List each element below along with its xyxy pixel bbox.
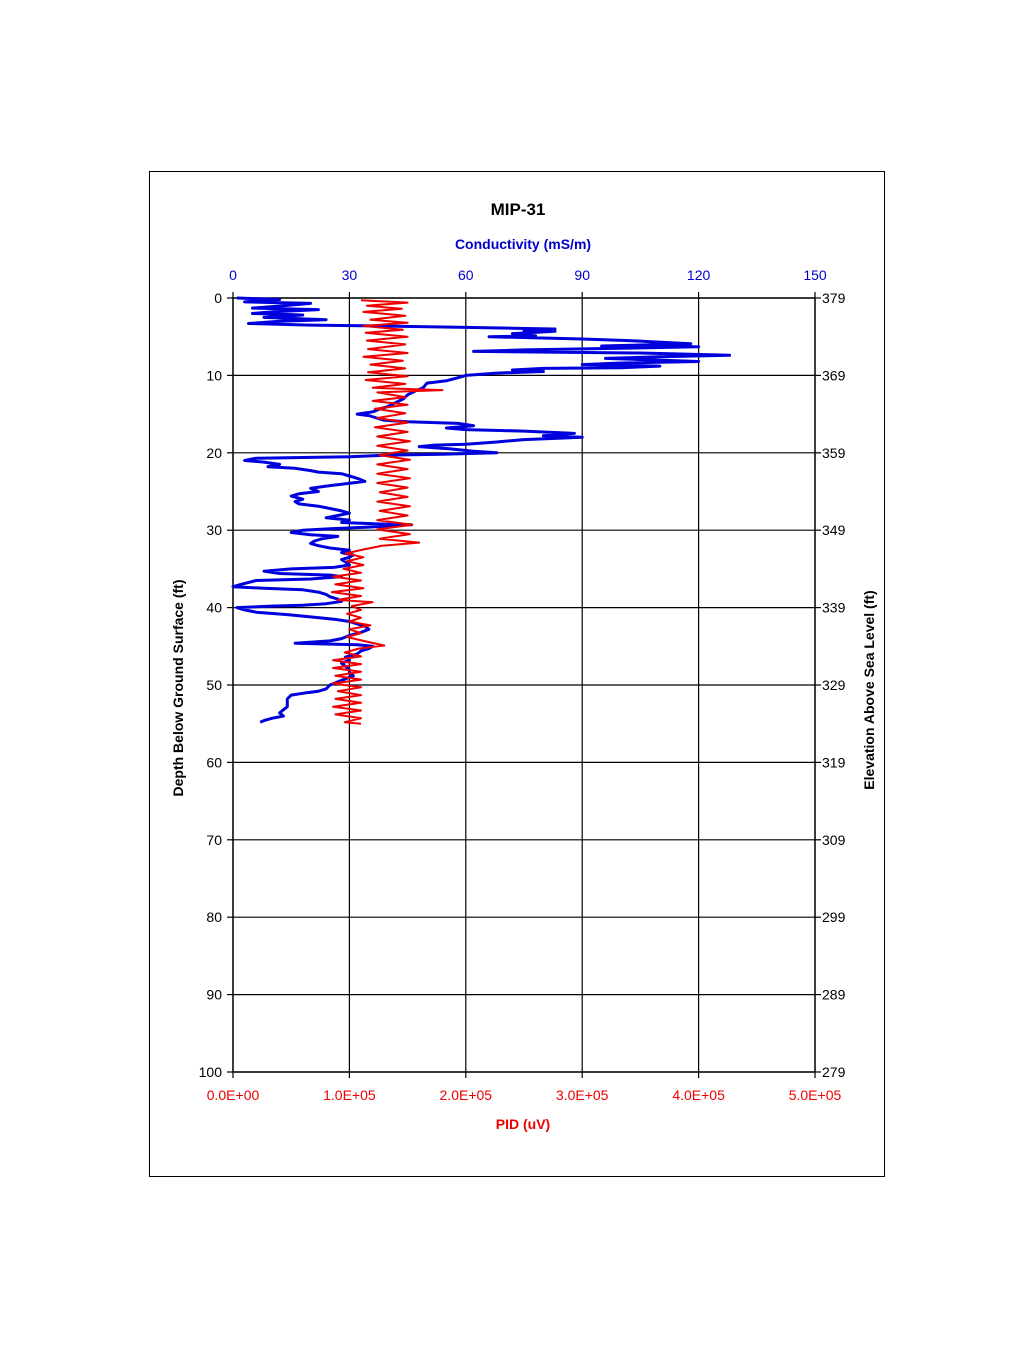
bottom-tick-label: 3.0E+05 [556,1087,609,1103]
ticks [227,292,821,1078]
right-tick-label: 319 [822,754,846,770]
right-tick-label: 289 [822,987,846,1003]
left-tick-label: 10 [206,367,222,383]
left-tick-label: 90 [206,987,222,1003]
chart-title: MIP-31 [491,200,546,219]
pid-series-line [330,299,444,725]
right-tick-label: 349 [822,522,846,538]
tick-labels: 0 10 20 30 40 50 60 70 80 90 100 379 369 359 349 339 329… [199,267,846,1103]
right-tick-label: 359 [822,445,846,461]
right-tick-label: 369 [822,367,846,383]
left-axis-label: Depth Below Ground Surface (ft) [170,580,186,797]
top-tick-label: 90 [574,267,590,283]
bottom-tick-label: 0.0E+00 [207,1087,260,1103]
left-tick-label: 50 [206,677,222,693]
right-tick-label: 329 [822,677,846,693]
bottom-tick-label: 4.0E+05 [672,1087,725,1103]
left-tick-label: 20 [206,445,222,461]
left-tick-label: 0 [214,290,222,306]
right-tick-label: 379 [822,290,846,306]
left-tick-label: 70 [206,832,222,848]
series-layer [231,296,732,725]
grid [232,297,816,1073]
left-tick-label: 60 [206,754,222,770]
right-tick-label: 309 [822,832,846,848]
top-tick-label: 150 [803,267,827,283]
left-tick-label: 40 [206,600,222,616]
top-tick-label: 30 [342,267,358,283]
right-tick-label: 339 [822,600,846,616]
left-tick-label: 100 [199,1064,223,1080]
bottom-axis-label: PID (uV) [496,1116,550,1132]
chart-frame [149,171,885,1177]
top-axis-label: Conductivity (mS/m) [455,236,591,252]
left-tick-label: 30 [206,522,222,538]
bottom-tick-label: 5.0E+05 [789,1087,842,1103]
right-axis-label: Elevation Above Sea Level (ft) [861,590,877,789]
left-tick-label: 80 [206,909,222,925]
top-tick-label: 0 [229,267,237,283]
top-tick-label: 120 [687,267,711,283]
right-tick-label: 299 [822,909,846,925]
conductivity-series-line [231,296,732,724]
bottom-tick-label: 2.0E+05 [440,1087,493,1103]
bottom-tick-label: 1.0E+05 [323,1087,376,1103]
top-tick-label: 60 [458,267,474,283]
right-tick-label: 279 [822,1064,846,1080]
